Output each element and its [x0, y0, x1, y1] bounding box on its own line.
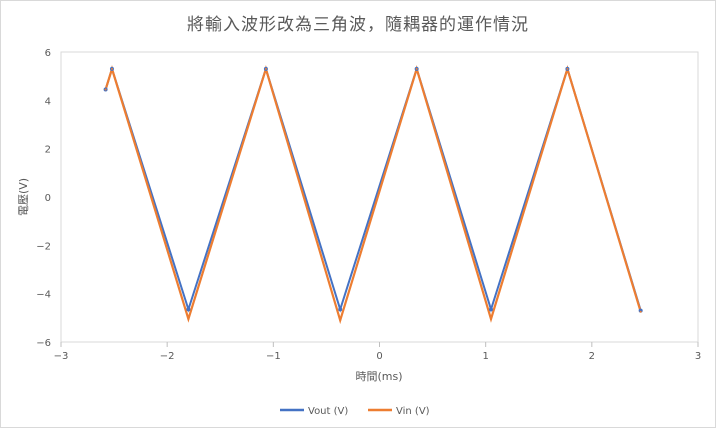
x-tick-label: −1	[266, 351, 281, 362]
y-tick-label: 4	[45, 96, 51, 107]
data-point-vin	[489, 318, 492, 321]
legend-label-vin: Vin (V)	[396, 406, 430, 417]
data-point-vin	[187, 318, 190, 321]
series-line-vout	[104, 65, 642, 313]
y-tick-label: 2	[45, 145, 51, 156]
series-layer	[103, 65, 643, 325]
y-tick-label: −4	[36, 290, 51, 301]
data-point-vout	[638, 308, 643, 313]
axis-ticks: −3 −2 −1 0 1 2 3 −6 −4 −2 0 2 4 6	[36, 48, 701, 362]
data-point-vout	[488, 307, 493, 312]
data-point-vin	[415, 67, 418, 70]
y-axis-title: 電壓(V)	[17, 178, 30, 216]
chart-title: 將輸入波形改為三角波，隨耦器的運作情況	[187, 15, 529, 35]
legend-label-vout: Vout (V)	[308, 406, 348, 417]
legend: Vout (V) Vin (V)	[280, 406, 430, 417]
x-axis-title: 時間(ms)	[355, 370, 402, 383]
data-point-vin	[110, 67, 113, 70]
x-tick-label: −3	[54, 351, 69, 362]
data-point-vin	[639, 310, 642, 313]
y-tick-label: 6	[45, 48, 51, 59]
data-point-vin	[264, 67, 267, 70]
y-tick-label: −6	[36, 338, 51, 349]
data-point-vin	[104, 88, 107, 91]
x-tick-label: 3	[695, 351, 701, 362]
x-tick-label: −2	[160, 351, 175, 362]
data-point-vin	[566, 67, 569, 70]
y-tick-label: −2	[36, 241, 51, 252]
series-line-vin	[104, 65, 642, 325]
x-tick-label: 2	[589, 351, 595, 362]
plot-area	[60, 51, 699, 343]
x-tick-label: 1	[482, 351, 488, 362]
y-tick-label: 0	[45, 193, 51, 204]
data-point-vout	[338, 307, 343, 312]
data-point-vout	[186, 307, 191, 312]
data-point-vin	[339, 319, 342, 322]
x-tick-label: 0	[376, 351, 382, 362]
